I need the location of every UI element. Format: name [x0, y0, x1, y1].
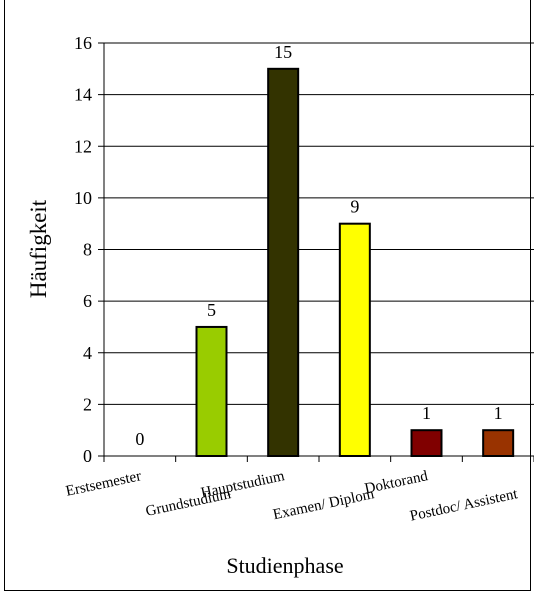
y-tick-label: 6: [83, 291, 92, 311]
y-tick-label: 2: [83, 394, 92, 414]
bar: [195, 325, 228, 457]
data-label: 0: [135, 429, 144, 449]
bar: [338, 222, 371, 457]
axes: [98, 42, 534, 462]
bar: [267, 67, 300, 457]
gridlines: [104, 42, 534, 405]
y-tick-label: 12: [74, 136, 92, 156]
y-tick-labels: 0 2 4 6 8 10 12 14 16: [74, 33, 92, 466]
data-label: 1: [494, 403, 503, 423]
x-tick-label: Doktorand: [363, 468, 430, 497]
y-tick-label: 14: [74, 85, 92, 105]
y-axis-title: Häufigkeit: [26, 199, 51, 298]
y-tick-label: 10: [74, 188, 92, 208]
data-label: 5: [207, 300, 216, 320]
x-tick-label: Hauptstudium: [200, 468, 287, 501]
x-tick-label: Postdoc/ Assistent: [408, 486, 519, 525]
bar: [482, 429, 515, 457]
y-tick-label: 4: [83, 343, 92, 363]
data-labels: 0 5 15 9 1 1: [135, 42, 502, 449]
bars: [195, 67, 515, 457]
x-tick-label: Erstsemester: [64, 468, 142, 500]
y-tick-label: 8: [83, 240, 92, 260]
data-label: 9: [350, 197, 359, 217]
x-tick-label: Examen/ Diplom: [272, 486, 376, 523]
y-tick-label: 0: [83, 446, 92, 466]
y-tick-label: 16: [74, 33, 92, 53]
data-label: 15: [274, 42, 292, 62]
bar: [410, 429, 443, 457]
x-axis-title: Studienphase: [226, 553, 343, 578]
x-tick-labels: ErstsemesterGrundstudiumHauptstudiumExam…: [64, 468, 519, 525]
data-label: 1: [422, 403, 431, 423]
